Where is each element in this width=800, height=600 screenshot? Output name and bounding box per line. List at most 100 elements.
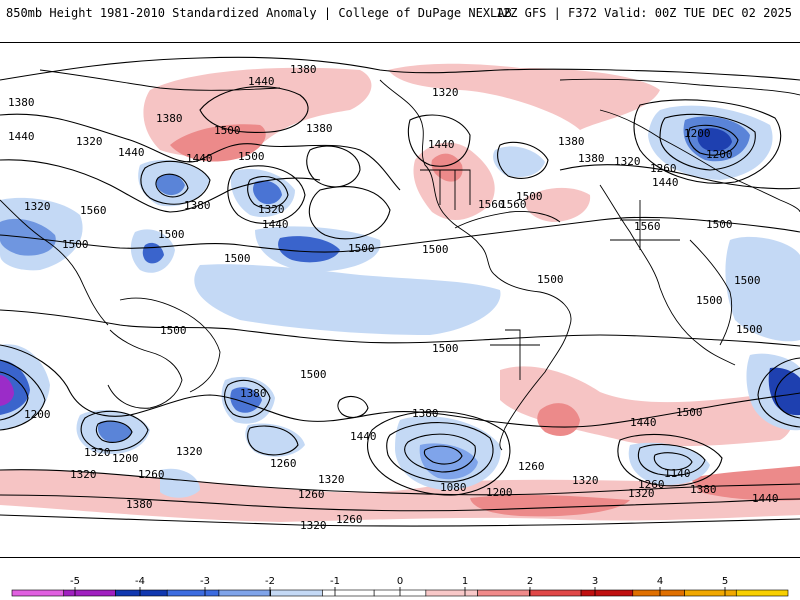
colorbar-swatch	[684, 589, 737, 597]
contour-label: 1500	[238, 150, 265, 163]
colorbar-tick-label: -1	[330, 576, 340, 587]
negative-anomaly-area	[493, 146, 545, 178]
negative-anomaly-area	[156, 173, 185, 196]
negative-anomaly-area	[160, 468, 200, 498]
contour-line	[0, 494, 800, 512]
contour-label: 1440	[248, 75, 275, 88]
contour-label: 1560	[80, 204, 107, 217]
model-run-info: 12Z GFS | F372 Valid: 00Z TUE DEC 02 202…	[495, 6, 792, 20]
contour-line	[404, 433, 476, 473]
contour-label: 1320	[76, 135, 103, 148]
anomaly-shading	[0, 63, 800, 522]
contour-line	[80, 410, 149, 452]
contour-line	[337, 396, 369, 418]
contour-label: 1500	[696, 294, 723, 307]
colorbar-tick-label: 5	[722, 576, 728, 587]
contour-label: 1500	[676, 406, 703, 419]
colorbar-swatch	[632, 589, 685, 597]
colorbar-swatch	[115, 589, 168, 597]
contour-line	[367, 411, 511, 496]
contour-line	[224, 379, 271, 418]
negative-anomaly-area	[628, 442, 710, 486]
contour-label: 1320	[614, 155, 641, 168]
contour-label: 1260	[298, 488, 325, 501]
contour-line	[0, 359, 46, 431]
contour-line	[559, 164, 800, 190]
contour-label: 1380	[126, 498, 153, 511]
contour-line	[306, 145, 361, 188]
colorbar-swatch	[166, 589, 220, 597]
contour-label: 1440	[8, 130, 35, 143]
contour-line	[95, 420, 133, 443]
positive-anomaly-area	[388, 63, 660, 130]
negative-anomaly-area	[697, 128, 732, 152]
colorbar-tick-label: -5	[70, 576, 80, 587]
coastlines	[0, 69, 800, 451]
map-title: 850mb Height 1981-2010 Standardized Anom…	[6, 6, 512, 20]
contour-line	[423, 445, 463, 465]
contour-label: 1320	[628, 487, 655, 500]
negative-anomaly-area	[230, 387, 262, 413]
contour-line	[687, 124, 739, 156]
colorbar-swatch	[63, 589, 116, 597]
negative-anomaly-area	[194, 264, 501, 335]
map-frame	[0, 42, 800, 558]
contour-line	[617, 433, 723, 487]
contour-label: 1500	[158, 228, 185, 241]
colorbar-tick-label: -3	[200, 576, 210, 587]
negative-anomaly-area	[725, 236, 800, 342]
colorbar-tick-label: 1	[462, 576, 468, 587]
contour-label: 1500	[224, 252, 251, 265]
contour-labels: 1380 1440 1320 1500 1440 1500 1380 1440 …	[8, 63, 779, 532]
contour-label: 1500	[537, 273, 564, 286]
contour-label: 1320	[84, 446, 111, 459]
contour-label: 1380	[156, 112, 183, 125]
contour-line	[308, 186, 391, 240]
contour-label: 1260	[138, 468, 165, 481]
contour-line	[637, 443, 706, 477]
colorbar-swatch	[218, 589, 271, 597]
contour-line	[0, 309, 800, 347]
contour-label: 1500	[214, 124, 241, 137]
colorbar-swatch	[735, 589, 789, 597]
colorbar-tick-label: 3	[592, 576, 598, 587]
contour-line	[497, 141, 549, 179]
contour-label: 1440	[630, 416, 657, 429]
contour-label: 1200	[486, 486, 513, 499]
contour-line	[0, 371, 29, 421]
colorbar-swatch	[529, 589, 582, 597]
positive-anomaly-area	[470, 494, 630, 517]
colorbar-swatch	[270, 589, 323, 597]
contour-line	[386, 422, 494, 483]
contour-label: 1500	[516, 190, 543, 203]
map: 1380 1440 1320 1500 1440 1500 1380 1440 …	[0, 56, 800, 532]
contour-line	[407, 114, 471, 167]
contour-label: 1500	[422, 243, 449, 256]
contour-line	[0, 113, 401, 191]
contour-label: 1380	[184, 199, 211, 212]
colorbar-swatches	[11, 589, 789, 597]
contour-label: 1440	[752, 492, 779, 505]
contour-label: 1500	[160, 324, 187, 337]
contour-label: 1500	[348, 242, 375, 255]
contour-label: 1440	[428, 138, 455, 151]
contour-label: 1260	[650, 162, 677, 175]
contour-label: 1380	[306, 122, 333, 135]
colorbar-swatch	[11, 589, 65, 597]
contour-label: 1440	[652, 176, 679, 189]
contour-label: 1440	[262, 218, 289, 231]
contour-label: 1080	[440, 481, 467, 494]
colorbar-tick-label: -4	[135, 576, 145, 587]
negative-anomaly-area	[253, 180, 282, 205]
contour-label: 1560	[634, 220, 661, 233]
positive-anomaly-area	[537, 403, 580, 436]
contour-line	[155, 173, 189, 198]
contour-label: 1260	[270, 457, 297, 470]
colorbar-swatch	[425, 589, 478, 597]
contour-label: 1140	[664, 467, 691, 480]
contour-label: 1560	[500, 198, 527, 211]
contour-label: 1440	[350, 430, 377, 443]
positive-anomaly-area	[690, 466, 800, 501]
contour-line	[757, 357, 800, 428]
contour-label: 1380	[240, 387, 267, 400]
